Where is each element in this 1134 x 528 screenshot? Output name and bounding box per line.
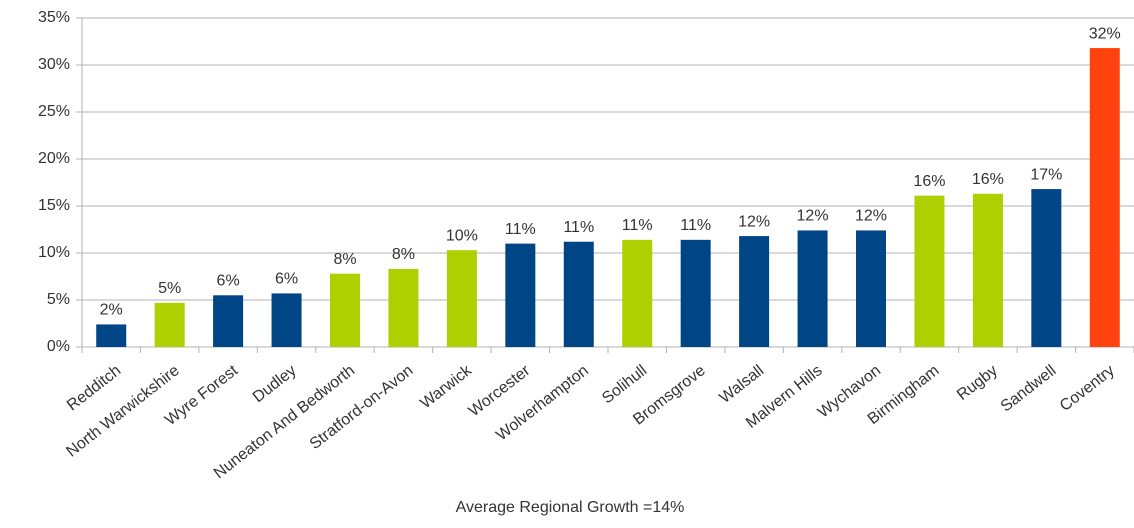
value-label: 11% bbox=[680, 217, 711, 234]
value-label: 12% bbox=[738, 213, 770, 230]
value-label: 8% bbox=[333, 251, 356, 268]
x-axis-label: Average Regional Growth =14% bbox=[456, 499, 685, 516]
bar bbox=[1089, 48, 1120, 348]
value-label: 6% bbox=[275, 271, 298, 288]
x-tick-label: Walsall bbox=[717, 362, 768, 407]
y-tick-label: 15% bbox=[38, 197, 70, 214]
y-tick-label: 10% bbox=[38, 244, 70, 261]
bar bbox=[505, 243, 536, 347]
y-tick-label: 30% bbox=[38, 56, 70, 73]
bar bbox=[213, 295, 244, 347]
y-tick-label: 25% bbox=[38, 103, 70, 120]
y-tick-label: 35% bbox=[38, 9, 70, 26]
x-tick-label: Sandwell bbox=[998, 362, 1060, 415]
bar bbox=[680, 239, 711, 347]
x-tick-label: Coventry bbox=[1057, 362, 1118, 415]
value-label: 8% bbox=[392, 246, 415, 263]
x-tick-label: Solihull bbox=[599, 362, 650, 407]
value-label: 5% bbox=[158, 280, 181, 297]
bar bbox=[856, 230, 886, 347]
value-label: 16% bbox=[972, 171, 1004, 188]
value-label: 12% bbox=[855, 208, 887, 225]
value-label: 11% bbox=[563, 219, 594, 236]
value-label: 10% bbox=[446, 227, 478, 244]
x-tick-label: Rugby bbox=[954, 362, 1001, 404]
value-label: 32% bbox=[1089, 25, 1121, 42]
value-label: 6% bbox=[217, 273, 240, 290]
bar bbox=[330, 273, 360, 347]
value-label: 17% bbox=[1030, 166, 1062, 183]
bar bbox=[797, 230, 828, 347]
bar bbox=[271, 293, 302, 347]
y-tick-label: 0% bbox=[47, 338, 70, 355]
bar bbox=[1031, 189, 1062, 347]
bar bbox=[972, 193, 1003, 347]
bar bbox=[388, 268, 419, 347]
bar bbox=[154, 302, 185, 347]
y-tick-label: 20% bbox=[38, 150, 70, 167]
value-label: 11% bbox=[622, 217, 653, 234]
x-tick-label: North Warwickshire bbox=[63, 362, 182, 460]
bar bbox=[446, 250, 477, 347]
x-tick-label: Stratford-on-Avon bbox=[307, 362, 417, 453]
y-tick-label: 5% bbox=[47, 291, 70, 308]
bar bbox=[914, 195, 945, 347]
value-label: 16% bbox=[913, 173, 945, 190]
value-label: 2% bbox=[100, 302, 123, 319]
bar bbox=[739, 236, 770, 347]
bar bbox=[563, 241, 594, 347]
bar bbox=[622, 239, 653, 347]
value-label: 12% bbox=[797, 208, 829, 225]
value-label: 11% bbox=[505, 221, 536, 238]
bar bbox=[96, 324, 127, 347]
x-tick-label: Dudley bbox=[250, 362, 300, 406]
